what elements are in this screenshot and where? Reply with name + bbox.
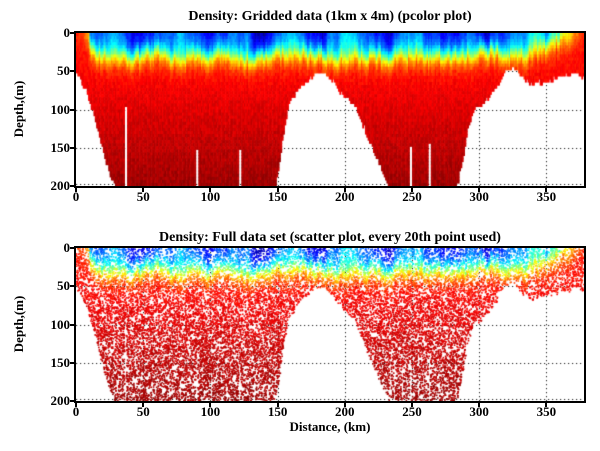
pcolor-plot-title: Density: Gridded data (1km x 4m) (pcolor…: [188, 9, 472, 24]
x-tick-label: 100: [200, 189, 221, 204]
pcolor-plot-ylabel: Depth,(m): [11, 80, 26, 138]
scatter-plot-ylabel: Depth,(m): [11, 295, 26, 353]
scatter-plot-canvas: [76, 248, 584, 401]
x-tick-label: 250: [402, 404, 422, 419]
x-tick-label: 0: [72, 189, 80, 204]
x-tick-mark: [209, 403, 212, 407]
x-tick-mark: [75, 188, 77, 192]
x-tick-mark: [343, 403, 346, 407]
x-tick-mark: [343, 188, 346, 192]
distance-axis-label: Distance, (km): [289, 419, 371, 434]
pcolor-plot-canvas: [76, 33, 584, 186]
x-tick-label: 200: [335, 404, 355, 419]
x-tick-mark: [142, 403, 145, 407]
x-tick-mark: [276, 403, 279, 407]
y-tick-mark: [70, 400, 74, 402]
x-tick-label: 200: [335, 189, 355, 204]
x-tick-label: 100: [200, 404, 221, 419]
x-tick-mark: [209, 188, 212, 192]
x-tick-label: 250: [402, 189, 422, 204]
y-tick-label: 200: [50, 178, 71, 193]
y-tick-mark: [70, 108, 74, 111]
x-tick-mark: [410, 403, 413, 407]
x-tick-mark: [545, 403, 548, 407]
x-tick-mark: [545, 188, 548, 192]
y-tick-label: 100: [50, 316, 71, 332]
y-tick-label: 50: [57, 278, 70, 294]
y-tick-label: 200: [50, 393, 71, 408]
x-tick-label: 350: [536, 404, 557, 419]
x-tick-mark: [276, 188, 279, 192]
x-tick-label: 50: [136, 189, 150, 204]
y-tick-label: 150: [50, 139, 71, 155]
y-tick-mark: [70, 285, 74, 288]
y-tick-mark: [70, 70, 74, 73]
y-tick-label: 150: [50, 354, 71, 370]
x-tick-mark: [410, 188, 413, 192]
x-tick-mark: [478, 188, 481, 192]
y-tick-mark: [70, 185, 74, 187]
x-tick-label: 300: [469, 189, 489, 204]
y-tick-mark: [70, 361, 74, 364]
x-tick-label: 50: [136, 404, 150, 419]
x-tick-label: 150: [267, 404, 288, 419]
y-tick-mark: [70, 146, 74, 149]
scatter-plot-title: Density: Full data set (scatter plot, ev…: [159, 230, 501, 245]
y-tick-mark: [70, 32, 74, 34]
y-tick-mark: [70, 323, 74, 326]
x-tick-label: 350: [536, 189, 557, 204]
x-tick-mark: [478, 403, 481, 407]
scatter-plot-area: [74, 246, 586, 403]
y-tick-label: 50: [57, 63, 70, 79]
x-tick-label: 150: [267, 189, 288, 204]
x-tick-label: 300: [469, 404, 489, 419]
x-tick-mark: [75, 403, 77, 407]
x-tick-mark: [142, 188, 145, 192]
y-tick-label: 0: [63, 240, 71, 255]
y-tick-label: 0: [63, 25, 71, 40]
x-tick-label: 0: [72, 404, 80, 419]
y-tick-mark: [70, 247, 74, 249]
y-tick-label: 100: [50, 101, 71, 117]
pcolor-plot-area: [74, 31, 586, 188]
